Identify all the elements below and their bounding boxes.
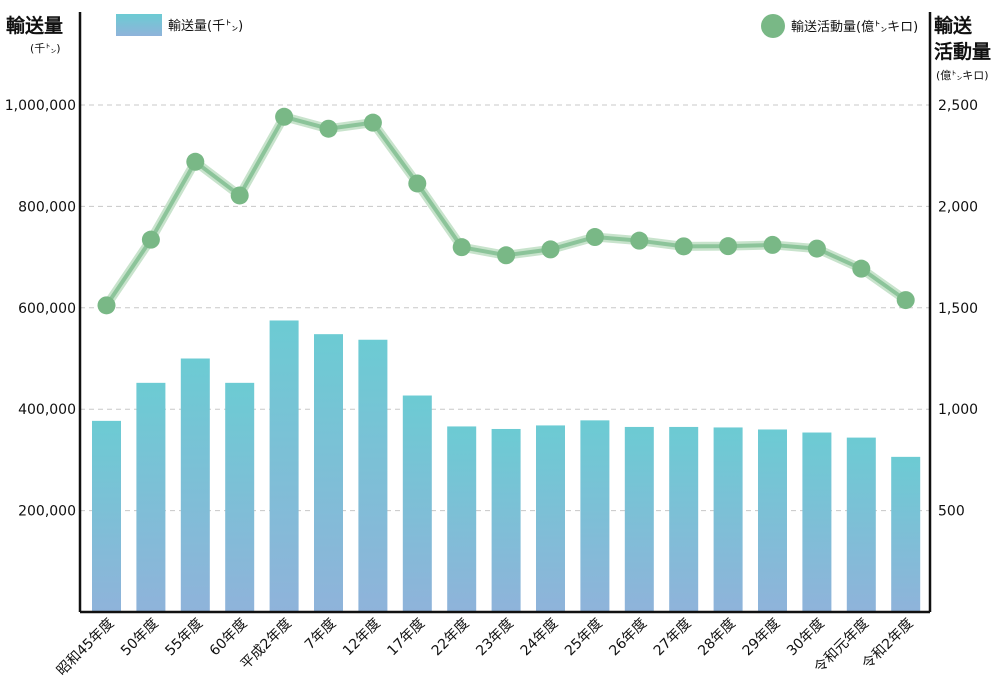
- bar: [314, 334, 343, 612]
- line-point: [807, 239, 826, 258]
- left-tick-label: 200,000: [18, 504, 76, 520]
- category-label: 60年度: [207, 616, 251, 660]
- left-tick-label: 1,000,000: [5, 98, 76, 114]
- bar: [713, 427, 743, 612]
- bar: [846, 437, 876, 612]
- bar-series: [92, 320, 921, 612]
- category-label: 7年度: [302, 616, 339, 653]
- axes: [78, 12, 932, 614]
- bar: [180, 358, 210, 612]
- line-series: [97, 107, 915, 315]
- category-label: 50年度: [118, 616, 162, 660]
- category-label: 昭和45年度: [54, 616, 118, 680]
- right-tick-label: 2,000: [938, 199, 978, 215]
- left-tick-label: 800,000: [18, 199, 76, 215]
- bar: [669, 426, 699, 612]
- bar: [402, 395, 432, 612]
- right-tick-label: 2,500: [938, 98, 978, 114]
- legend: 輸送量(千㌧) 輸送活動量(億㌧キロ): [116, 14, 918, 38]
- line-point: [585, 228, 604, 247]
- legend-line-label: 輸送活動量(億㌧キロ): [791, 19, 918, 35]
- bar: [891, 456, 921, 612]
- line-point: [363, 113, 382, 132]
- line-point: [763, 235, 782, 254]
- line-point: [186, 152, 205, 171]
- left-axis-title: 輸送量: [6, 14, 63, 37]
- legend-bar-label: 輸送量(千㌧): [168, 19, 243, 34]
- right-tick-label: 1,000: [938, 402, 978, 418]
- category-label: 22年度: [429, 616, 473, 660]
- bar: [447, 426, 477, 612]
- line-point: [141, 230, 160, 249]
- bar: [624, 426, 654, 612]
- line-point: [630, 231, 649, 250]
- line-point: [719, 237, 738, 256]
- category-label: 26年度: [606, 616, 650, 660]
- line-point: [497, 246, 516, 265]
- bar: [802, 432, 832, 612]
- legend-bar-swatch: [116, 14, 162, 36]
- bar: [491, 428, 521, 612]
- left-axis-unit: (千㌧): [30, 42, 61, 55]
- bar: [358, 339, 388, 612]
- line-point: [852, 259, 871, 278]
- category-label: 23年度: [473, 616, 517, 660]
- bar: [758, 429, 787, 612]
- line-point: [408, 174, 427, 193]
- line-point: [97, 296, 116, 315]
- category-label: 27年度: [651, 616, 695, 660]
- legend-line-marker: [761, 14, 785, 38]
- right-tick-label: 1,500: [938, 301, 978, 317]
- line-point: [319, 119, 338, 138]
- bar: [92, 420, 121, 612]
- left-tick-label: 400,000: [18, 402, 76, 418]
- bar: [225, 382, 255, 612]
- right-axis-title-line1: 輸送: [934, 14, 973, 37]
- line-point: [541, 240, 560, 259]
- line-point: [896, 291, 915, 310]
- bar: [136, 382, 166, 612]
- line-glow: [102, 112, 911, 310]
- left-tick-label: 600,000: [18, 301, 76, 317]
- category-label: 25年度: [562, 616, 606, 660]
- right-tick-label: 500: [938, 504, 965, 520]
- line-point: [275, 107, 294, 126]
- line-point: [674, 237, 693, 256]
- line-point: [230, 186, 249, 205]
- right-axis-unit: (億㌧キロ): [936, 69, 989, 82]
- category-label: 30年度: [784, 616, 828, 660]
- category-label: 17年度: [384, 616, 428, 660]
- bar: [269, 320, 299, 612]
- bar: [536, 425, 565, 612]
- series-line: [104, 114, 908, 308]
- category-label: 28年度: [695, 616, 739, 660]
- category-label: 24年度: [518, 616, 562, 660]
- category-label: 55年度: [162, 616, 206, 660]
- category-label: 29年度: [740, 616, 784, 660]
- line-point: [452, 238, 471, 257]
- right-axis-title-line2: 活動量: [934, 40, 991, 63]
- bar: [580, 420, 610, 612]
- category-label: 12年度: [340, 616, 384, 660]
